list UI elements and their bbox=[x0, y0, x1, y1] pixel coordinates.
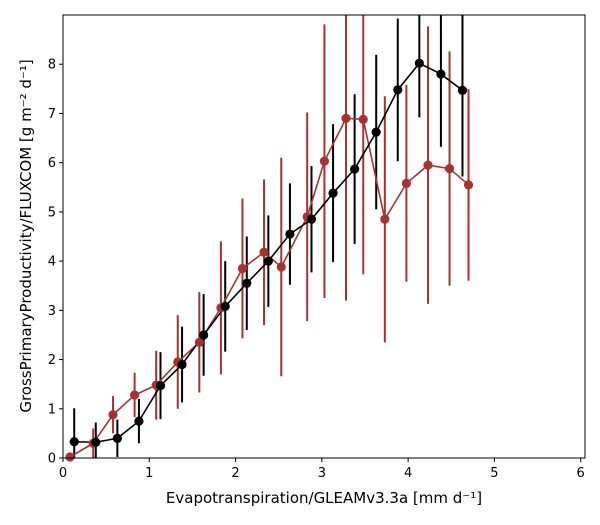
data-point-s1-19 bbox=[463, 180, 474, 190]
y-tick-label-4: 4 bbox=[48, 255, 56, 270]
data-point-s1-12 bbox=[319, 156, 330, 166]
data-point-s1-8 bbox=[237, 263, 248, 274]
y-tick-label-1: 1 bbox=[48, 402, 56, 417]
data-point-s2-15 bbox=[393, 85, 403, 95]
data-point-s1-16 bbox=[401, 178, 411, 188]
y-tick-label-5: 5 bbox=[48, 205, 56, 220]
y-axis-label: GrossPrimaryProductivity/FLUXCOM [g m⁻² … bbox=[17, 59, 35, 412]
data-point-s1-2 bbox=[108, 410, 118, 420]
data-point-s2-2 bbox=[112, 433, 122, 443]
x-axis-ticks: 0 1 2 3 4 5 6 bbox=[59, 458, 585, 481]
data-point-s2-11 bbox=[306, 214, 317, 224]
data-point-s1-0 bbox=[65, 452, 75, 462]
data-point-s2-13 bbox=[350, 164, 360, 174]
data-point-s2-5 bbox=[177, 359, 187, 370]
data-point-s1-14 bbox=[358, 114, 368, 124]
data-point-s2-10 bbox=[285, 229, 295, 239]
data-point-s2-0 bbox=[69, 437, 79, 447]
data-point-s1-3 bbox=[130, 390, 140, 400]
x-tick-label-0: 0 bbox=[59, 466, 67, 481]
data-point-s2-9 bbox=[263, 256, 273, 266]
y-tick-label-0: 0 bbox=[48, 452, 56, 467]
y-tick-label-3: 3 bbox=[48, 304, 56, 319]
data-point-s1-6 bbox=[194, 337, 204, 347]
x-tick-label-2: 2 bbox=[231, 466, 239, 481]
x-axis-label: Evapotranspiration/GLEAMv3.3a [mm d⁻¹] bbox=[166, 489, 482, 507]
data-point-s2-4 bbox=[155, 381, 166, 391]
data-point-s2-6 bbox=[199, 330, 209, 340]
x-tick-label-4: 4 bbox=[404, 466, 412, 481]
data-point-s2-18 bbox=[457, 85, 468, 95]
data-point-s1-17 bbox=[423, 160, 433, 170]
data-point-s1-13 bbox=[341, 113, 351, 123]
y-tick-label-6: 6 bbox=[48, 156, 56, 171]
x-tick-label-1: 1 bbox=[145, 466, 153, 481]
data-point-s1-10 bbox=[276, 262, 286, 272]
data-point-s2-7 bbox=[220, 301, 230, 311]
data-point-s2-17 bbox=[436, 69, 446, 79]
plot-frame bbox=[62, 14, 586, 459]
data-point-s2-1 bbox=[91, 437, 101, 447]
y-tick-label-2: 2 bbox=[48, 353, 56, 368]
data-point-s2-3 bbox=[134, 416, 144, 426]
data-point-s2-12 bbox=[328, 188, 338, 198]
x-tick-label-3: 3 bbox=[318, 466, 326, 481]
data-point-s1-18 bbox=[444, 163, 455, 174]
data-point-s2-16 bbox=[414, 58, 424, 68]
points-layer bbox=[65, 58, 474, 462]
x-tick-label-6: 6 bbox=[577, 466, 585, 481]
y-axis-ticks: 0 1 2 3 4 5 6 7 8 bbox=[48, 58, 63, 467]
y-tick-label-7: 7 bbox=[48, 107, 56, 122]
data-point-s2-8 bbox=[242, 278, 252, 288]
data-point-s1-9 bbox=[259, 247, 269, 257]
data-point-s1-15 bbox=[380, 214, 390, 224]
y-tick-label-8: 8 bbox=[48, 58, 56, 73]
data-point-s2-14 bbox=[371, 127, 381, 137]
x-tick-label-5: 5 bbox=[490, 466, 498, 481]
